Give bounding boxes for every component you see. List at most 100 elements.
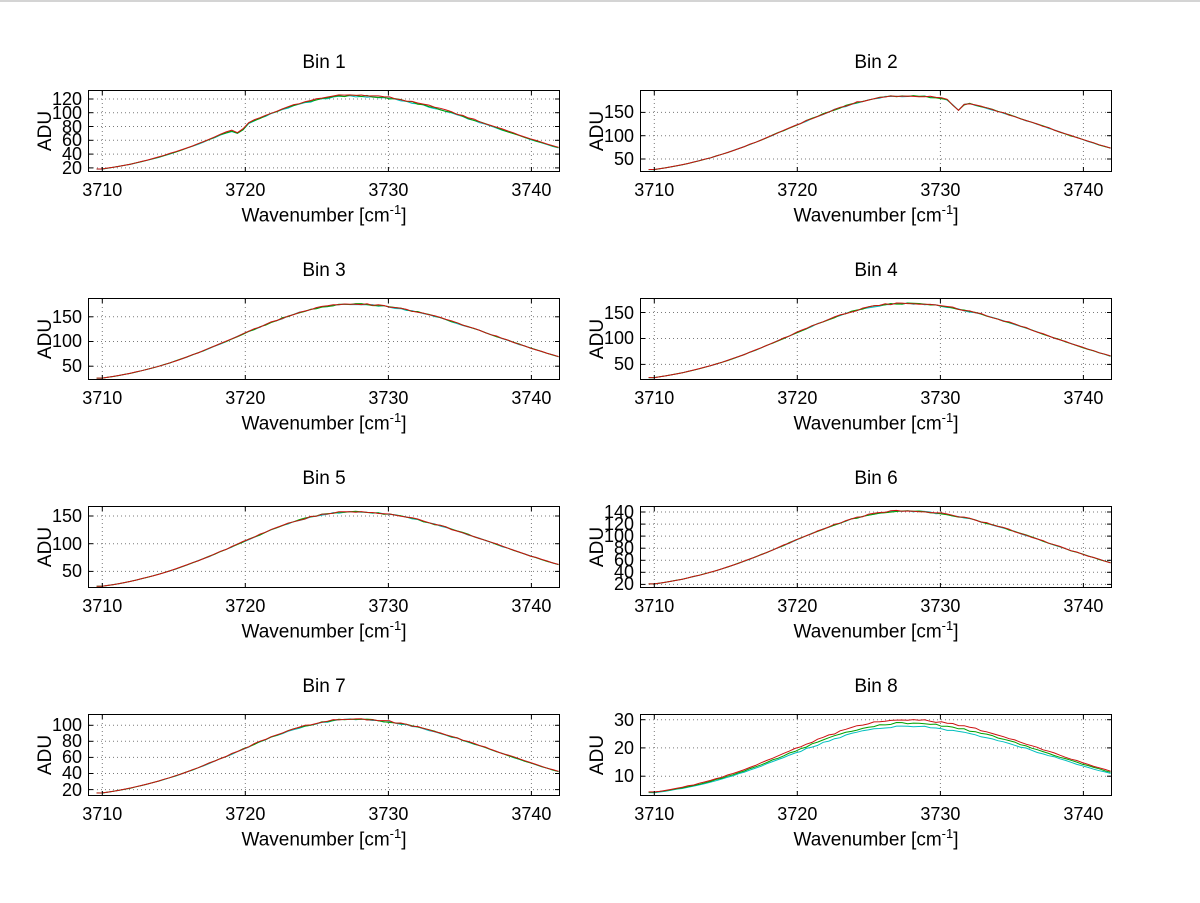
- x-tick-label: 3720: [777, 388, 818, 408]
- spectrum-line-red: [648, 509, 1111, 585]
- x-axis-label-close: ]: [953, 205, 959, 227]
- x-axis-label-close: ]: [401, 621, 407, 643]
- x-tick-label: 3720: [777, 596, 818, 616]
- x-axis-label-text: Wavenumber [cm: [793, 205, 942, 227]
- x-tick-label: 3740: [511, 596, 552, 616]
- y-tick-label: 50: [613, 354, 634, 375]
- y-tick-label: 150: [603, 102, 634, 123]
- y-tick-label: 100: [603, 526, 634, 547]
- x-axis-label-text: Wavenumber [cm: [793, 829, 942, 851]
- x-tick-label: 3710: [82, 596, 123, 616]
- x-tick-label: 3710: [82, 388, 123, 408]
- spectrum-line-red: [96, 94, 559, 170]
- y-tick-label: 60: [613, 550, 634, 571]
- x-tick-label: 3730: [368, 180, 409, 200]
- y-tick-label: 50: [61, 356, 82, 377]
- plot-area: [640, 298, 1112, 380]
- y-tick-label: 120: [51, 88, 82, 109]
- y-tick-label: 150: [51, 306, 82, 327]
- x-axis-label-text: Wavenumber [cm: [241, 413, 390, 435]
- y-tick-label: 20: [613, 574, 634, 595]
- x-axis-label-close: ]: [953, 413, 959, 435]
- subplot-title: Bin 2: [854, 52, 898, 73]
- subplot-title: Bin 6: [854, 468, 898, 489]
- spectrum-line-red: [96, 303, 559, 379]
- x-axis-label: Wavenumber [cm-1]: [640, 618, 1112, 643]
- subplot-bin-4: Bin 4 ADU Wavenumber [cm-1] 50 100 150 3710…: [572, 248, 1112, 456]
- spectrum-line-red: [96, 718, 559, 794]
- x-axis-label: Wavenumber [cm-1]: [88, 826, 560, 851]
- y-tick-label: 150: [51, 505, 82, 526]
- subplot-title: Bin 5: [302, 468, 346, 489]
- x-axis-label-text: Wavenumber [cm: [793, 413, 942, 435]
- axes-box: [88, 298, 560, 380]
- subplot-bin-8: Bin 8 ADU Wavenumber [cm-1] 10 20 30 3710 37…: [572, 664, 1112, 872]
- y-tick-label: 10: [613, 766, 634, 787]
- x-axis-label: Wavenumber [cm-1]: [88, 618, 560, 643]
- x-axis-label-text: Wavenumber [cm: [241, 829, 390, 851]
- plot-area: [88, 90, 560, 172]
- x-tick-label: 3740: [1063, 180, 1104, 200]
- subplot-bin-2: Bin 2 ADU Wavenumber [cm-1] 50 100 150 3710…: [572, 40, 1112, 248]
- x-axis-label-exponent: -1: [941, 618, 954, 633]
- y-tick-label: 100: [603, 125, 634, 146]
- x-tick-label: 3720: [777, 804, 818, 824]
- y-tick-label: 30: [613, 709, 634, 730]
- spectrum-line-green: [96, 94, 559, 170]
- spectrum-line-cyan: [648, 725, 1111, 794]
- spectrum-line-green: [648, 510, 1111, 585]
- spectrum-line-cyan: [96, 95, 559, 170]
- plot-area: [640, 714, 1112, 796]
- spectrum-line-green: [648, 721, 1111, 793]
- x-tick-label: 3710: [634, 180, 675, 200]
- axes-box: [640, 506, 1112, 588]
- x-tick-label: 3730: [368, 388, 409, 408]
- y-tick-label: 120: [603, 514, 634, 535]
- plot-area: [88, 714, 560, 796]
- subplot-title: Bin 7: [302, 676, 346, 697]
- x-tick-label: 3720: [225, 804, 266, 824]
- x-tick-label: 3730: [368, 596, 409, 616]
- x-axis-label-text: Wavenumber [cm: [241, 205, 390, 227]
- axes-box: [88, 506, 560, 588]
- x-axis-label-text: Wavenumber [cm: [793, 621, 942, 643]
- x-tick-label: 3740: [1063, 388, 1104, 408]
- subplot-bin-6: Bin 6 ADU Wavenumber [cm-1] 20 40 60 80 100 1…: [572, 456, 1112, 664]
- spectrum-line-green: [96, 303, 559, 379]
- x-tick-label: 3710: [634, 804, 675, 824]
- axes-box: [640, 90, 1112, 172]
- y-tick-label: 150: [603, 302, 634, 323]
- y-tick-label: 100: [51, 533, 82, 554]
- x-tick-label: 3710: [82, 180, 123, 200]
- spectrum-line-red: [648, 719, 1111, 793]
- plot-area: [88, 298, 560, 380]
- x-axis-label-close: ]: [401, 205, 407, 227]
- x-tick-label: 3710: [634, 388, 675, 408]
- axes-box: [640, 714, 1112, 796]
- x-tick-label: 3720: [777, 180, 818, 200]
- x-tick-label: 3740: [511, 180, 552, 200]
- x-tick-label: 3710: [634, 596, 675, 616]
- spectrum-line-green: [648, 302, 1111, 379]
- x-axis-label: Wavenumber [cm-1]: [640, 826, 1112, 851]
- x-axis-label: Wavenumber [cm-1]: [88, 410, 560, 435]
- x-tick-label: 3740: [511, 388, 552, 408]
- x-axis-label-close: ]: [401, 829, 407, 851]
- y-tick-label: 20: [61, 157, 82, 178]
- spectrum-line-green: [96, 718, 559, 794]
- x-axis-label: Wavenumber [cm-1]: [640, 410, 1112, 435]
- y-tick-label: 60: [61, 747, 82, 768]
- y-tick-label: 20: [61, 779, 82, 800]
- subplot-title: Bin 8: [854, 676, 898, 697]
- x-tick-label: 3740: [1063, 596, 1104, 616]
- x-tick-label: 3730: [920, 180, 961, 200]
- y-tick-label: 80: [613, 538, 634, 559]
- x-tick-label: 3730: [920, 804, 961, 824]
- axes-box: [88, 90, 560, 172]
- y-tick-label: 60: [61, 130, 82, 151]
- spectrum-line-green: [96, 510, 559, 587]
- x-tick-label: 3740: [511, 804, 552, 824]
- x-axis-label: Wavenumber [cm-1]: [88, 202, 560, 227]
- y-tick-label: 100: [51, 715, 82, 736]
